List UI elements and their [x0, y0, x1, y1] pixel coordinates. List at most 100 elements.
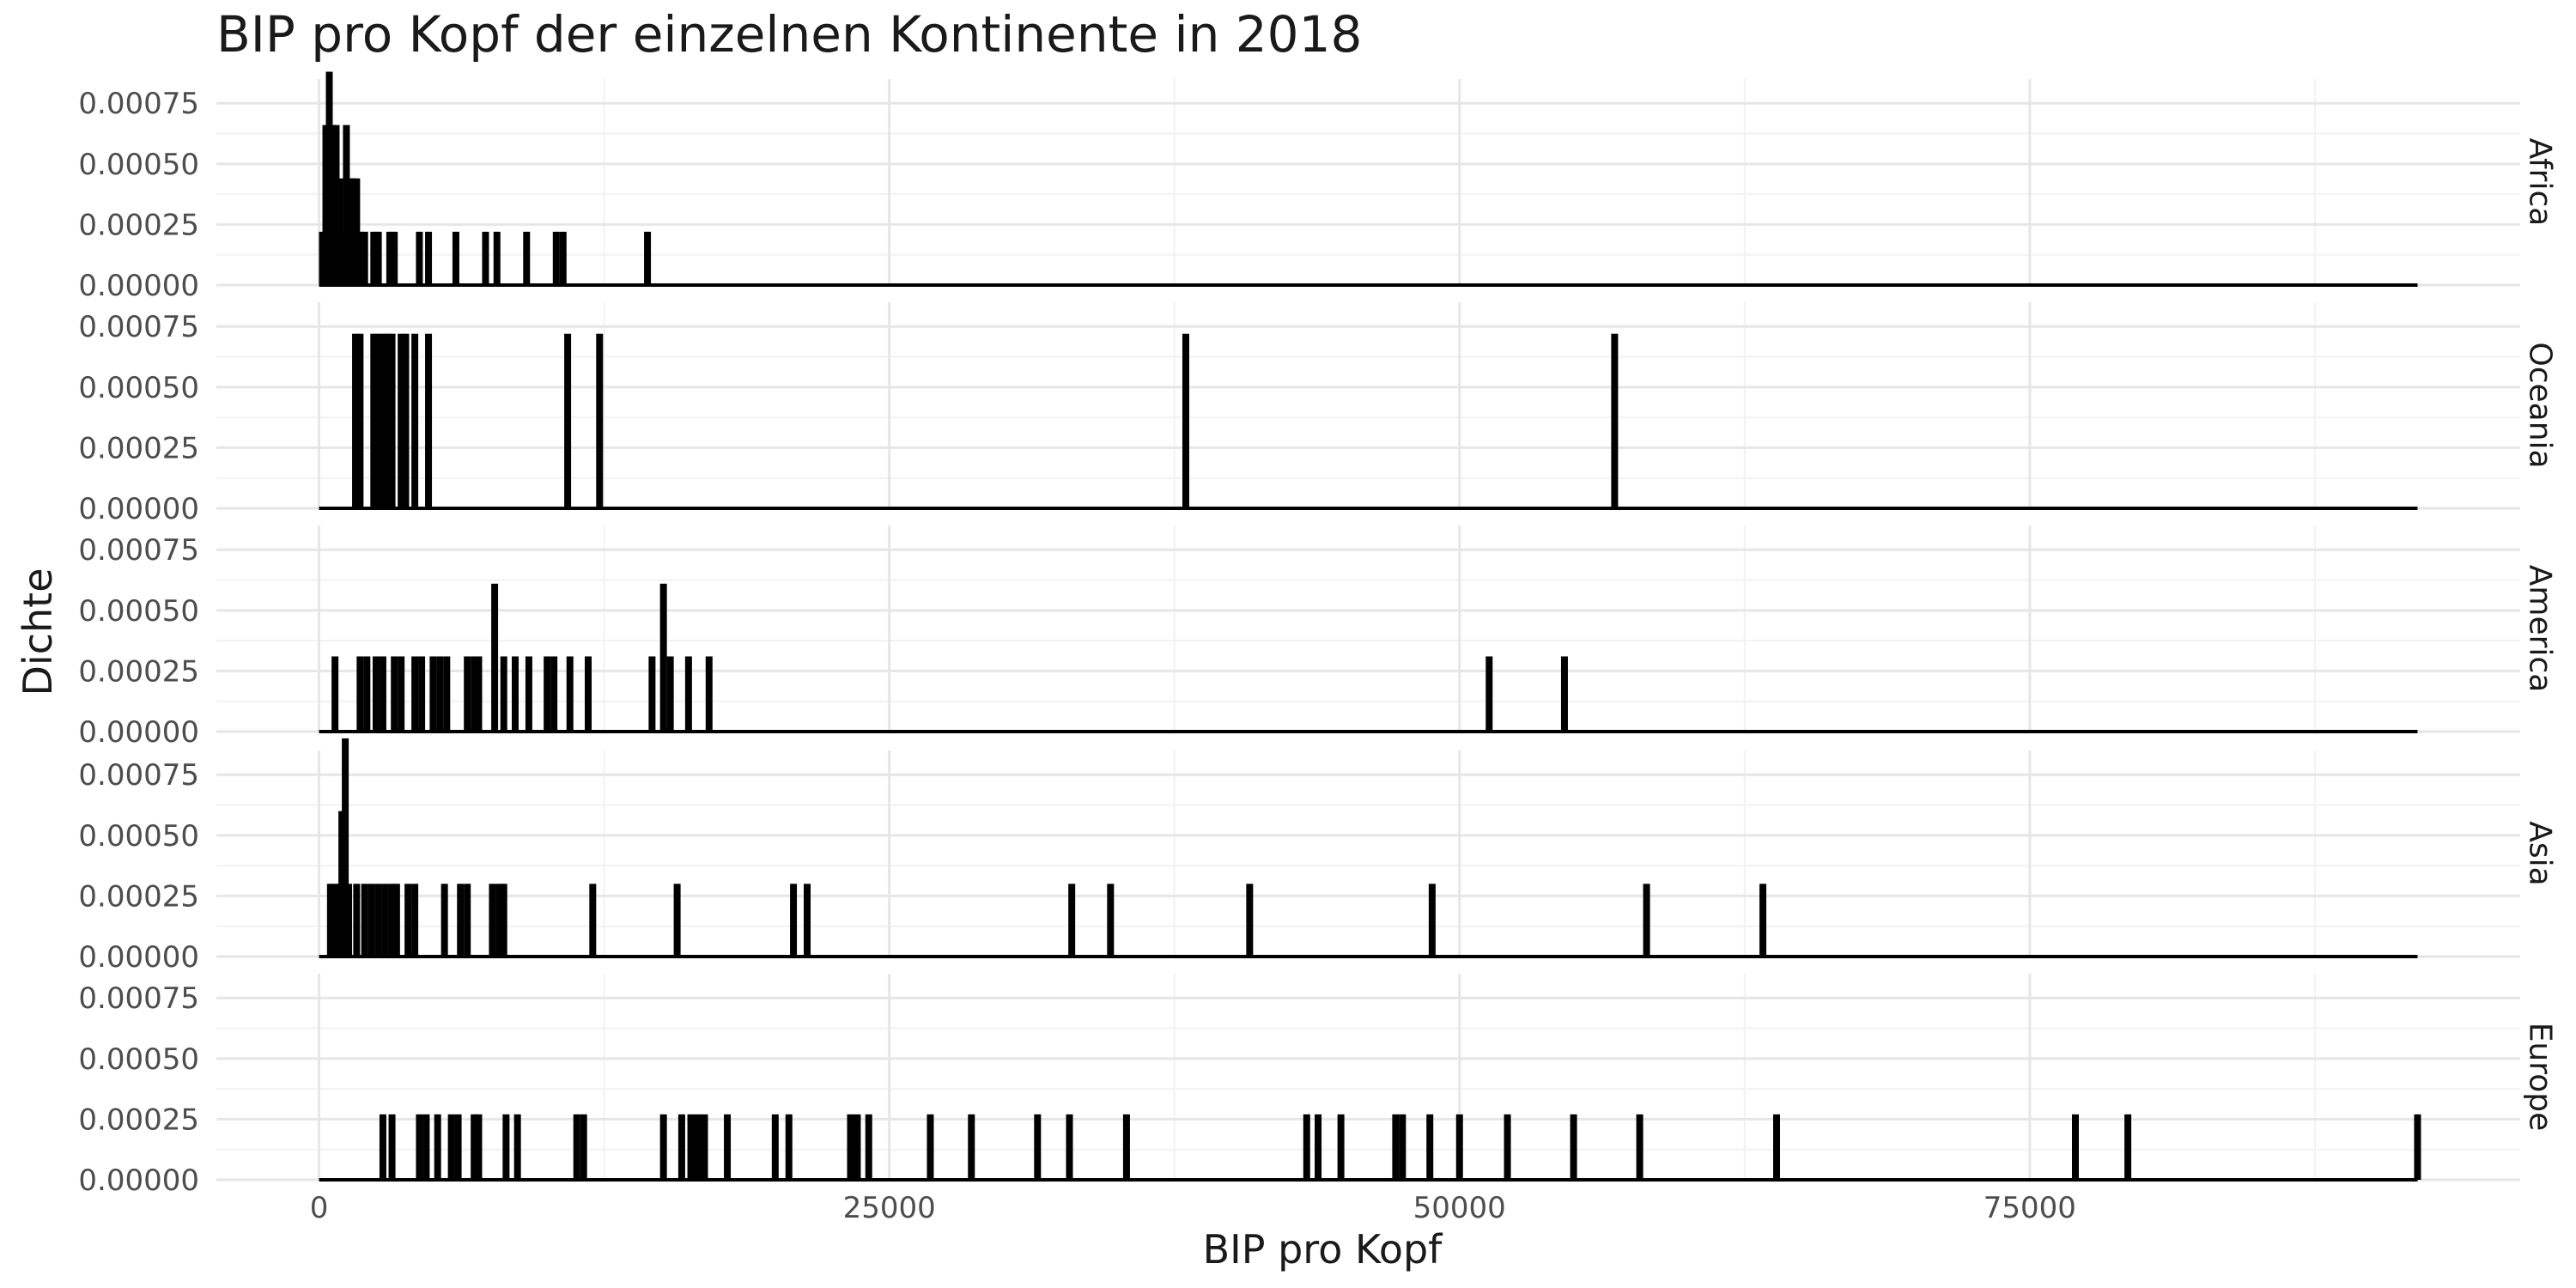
histogram-bar: [1570, 1114, 1577, 1180]
histogram-bar: [566, 656, 574, 732]
facet-label-africa: Africa: [2523, 138, 2558, 227]
histogram-bar: [411, 884, 419, 957]
y-tick-label: 0.00075: [78, 533, 199, 568]
histogram-bar: [374, 231, 382, 285]
histogram-bar: [2414, 1114, 2421, 1180]
histogram-bar: [1611, 333, 1619, 508]
histogram-bar: [1759, 884, 1767, 957]
histogram-bar: [500, 656, 507, 732]
histogram-bar: [511, 656, 519, 732]
histogram-bar: [411, 333, 419, 508]
y-tick-label: 0.00000: [78, 940, 199, 975]
histogram-bar: [705, 656, 713, 732]
histogram-bar: [550, 656, 558, 732]
histogram-bar: [523, 231, 531, 285]
histogram-bar: [447, 1114, 455, 1180]
y-tick-label: 0.00000: [78, 269, 199, 303]
histogram-bar: [361, 231, 368, 285]
y-tick-label: 0.00075: [78, 310, 199, 344]
histogram-bar: [471, 656, 478, 732]
panel-asia: 0.00000 0.00025 0.00050 0.00075 Asia: [78, 738, 2558, 975]
x-tick-label: 75000: [1984, 1191, 2076, 1225]
histogram-bar: [854, 1114, 861, 1180]
y-tick-label: 0.00025: [78, 431, 199, 465]
histogram-bar: [644, 231, 652, 285]
histogram-bar: [372, 656, 380, 732]
histogram-bar: [475, 1114, 483, 1180]
histogram-bar: [345, 884, 353, 957]
histogram-bar: [361, 884, 368, 957]
histogram-bar: [370, 231, 378, 285]
facet-label-oceania: Oceania: [2523, 342, 2558, 468]
histogram-bar: [464, 884, 471, 957]
histogram-bar: [1636, 1114, 1643, 1180]
histogram-bar: [1643, 884, 1650, 957]
histogram-bar: [363, 656, 371, 732]
histogram-bar: [790, 884, 798, 957]
histogram-bar: [1246, 884, 1254, 957]
facet-label-europe: Europe: [2523, 1023, 2558, 1132]
histogram-bar: [1399, 1114, 1406, 1180]
histogram-bar: [353, 884, 361, 957]
histogram-bar: [1455, 1114, 1463, 1180]
histogram-bar: [386, 231, 393, 285]
histogram-bar: [404, 884, 412, 957]
y-tick-label: 0.00050: [78, 1042, 199, 1077]
histogram-bar: [379, 1114, 386, 1180]
histogram-bar: [356, 231, 364, 285]
histogram-bar: [370, 333, 378, 508]
facet-label-asia: Asia: [2523, 821, 2558, 885]
histogram-bar: [436, 656, 444, 732]
histogram-bar: [1315, 1114, 1322, 1180]
histogram-bar: [392, 884, 400, 957]
histogram-bar: [388, 884, 396, 957]
histogram-bar: [701, 1114, 708, 1180]
panel-africa: 0.00000 0.00025 0.00050 0.00075 Africa: [78, 71, 2558, 303]
histogram-bar: [422, 1114, 430, 1180]
histogram-bar: [1773, 1114, 1781, 1180]
histogram-bar: [1560, 656, 1568, 732]
panel-oceania: 0.00000 0.00025 0.00050 0.00075 Oceania: [78, 302, 2558, 526]
histogram-bar: [1303, 1114, 1310, 1180]
histogram-bar: [425, 231, 433, 285]
histogram-bar: [1034, 1114, 1042, 1180]
histogram-bar: [513, 1114, 521, 1180]
histogram-bar: [482, 231, 489, 285]
histogram-bar: [1122, 1114, 1130, 1180]
histogram-bar: [847, 1114, 854, 1180]
y-tick-label: 0.00075: [78, 87, 199, 121]
histogram-bar: [500, 884, 507, 957]
histogram-bar: [379, 333, 386, 508]
histogram-bar: [495, 884, 503, 957]
histogram-bar: [1107, 884, 1115, 957]
histogram-bar: [374, 333, 382, 508]
y-tick-label: 0.00050: [78, 594, 199, 629]
histogram-bar: [694, 1114, 702, 1180]
histogram-bar: [475, 656, 483, 732]
histogram-bar: [391, 231, 398, 285]
histogram-bar: [416, 231, 423, 285]
histogram-bar: [374, 884, 382, 957]
histogram-bar: [452, 231, 459, 285]
histogram-bar: [429, 656, 437, 732]
histogram-bar: [471, 1114, 478, 1180]
histogram-bar: [687, 1114, 695, 1180]
histogram-bar: [457, 884, 465, 957]
x-axis-label: BIP pro Kopf: [1202, 1226, 1443, 1273]
histogram-bar: [425, 333, 433, 508]
histogram-bar: [596, 333, 604, 508]
histogram-bar: [1426, 1114, 1434, 1180]
histogram-bar: [584, 656, 592, 732]
histogram-bar: [724, 1114, 732, 1180]
panel-america: 0.00000 0.00025 0.00050 0.00075 America: [78, 526, 2558, 750]
histogram-bar: [352, 333, 360, 508]
histogram-bar: [440, 884, 448, 957]
histogram-bar: [968, 1114, 975, 1180]
histogram-bar: [677, 1114, 685, 1180]
y-tick-label: 0.00050: [78, 819, 199, 854]
y-tick-label: 0.00025: [78, 879, 199, 914]
histogram-bar: [416, 1114, 423, 1180]
histogram-bar: [391, 656, 398, 732]
y-tick-label: 0.00000: [78, 492, 199, 526]
histogram-bar: [2071, 1114, 2079, 1180]
